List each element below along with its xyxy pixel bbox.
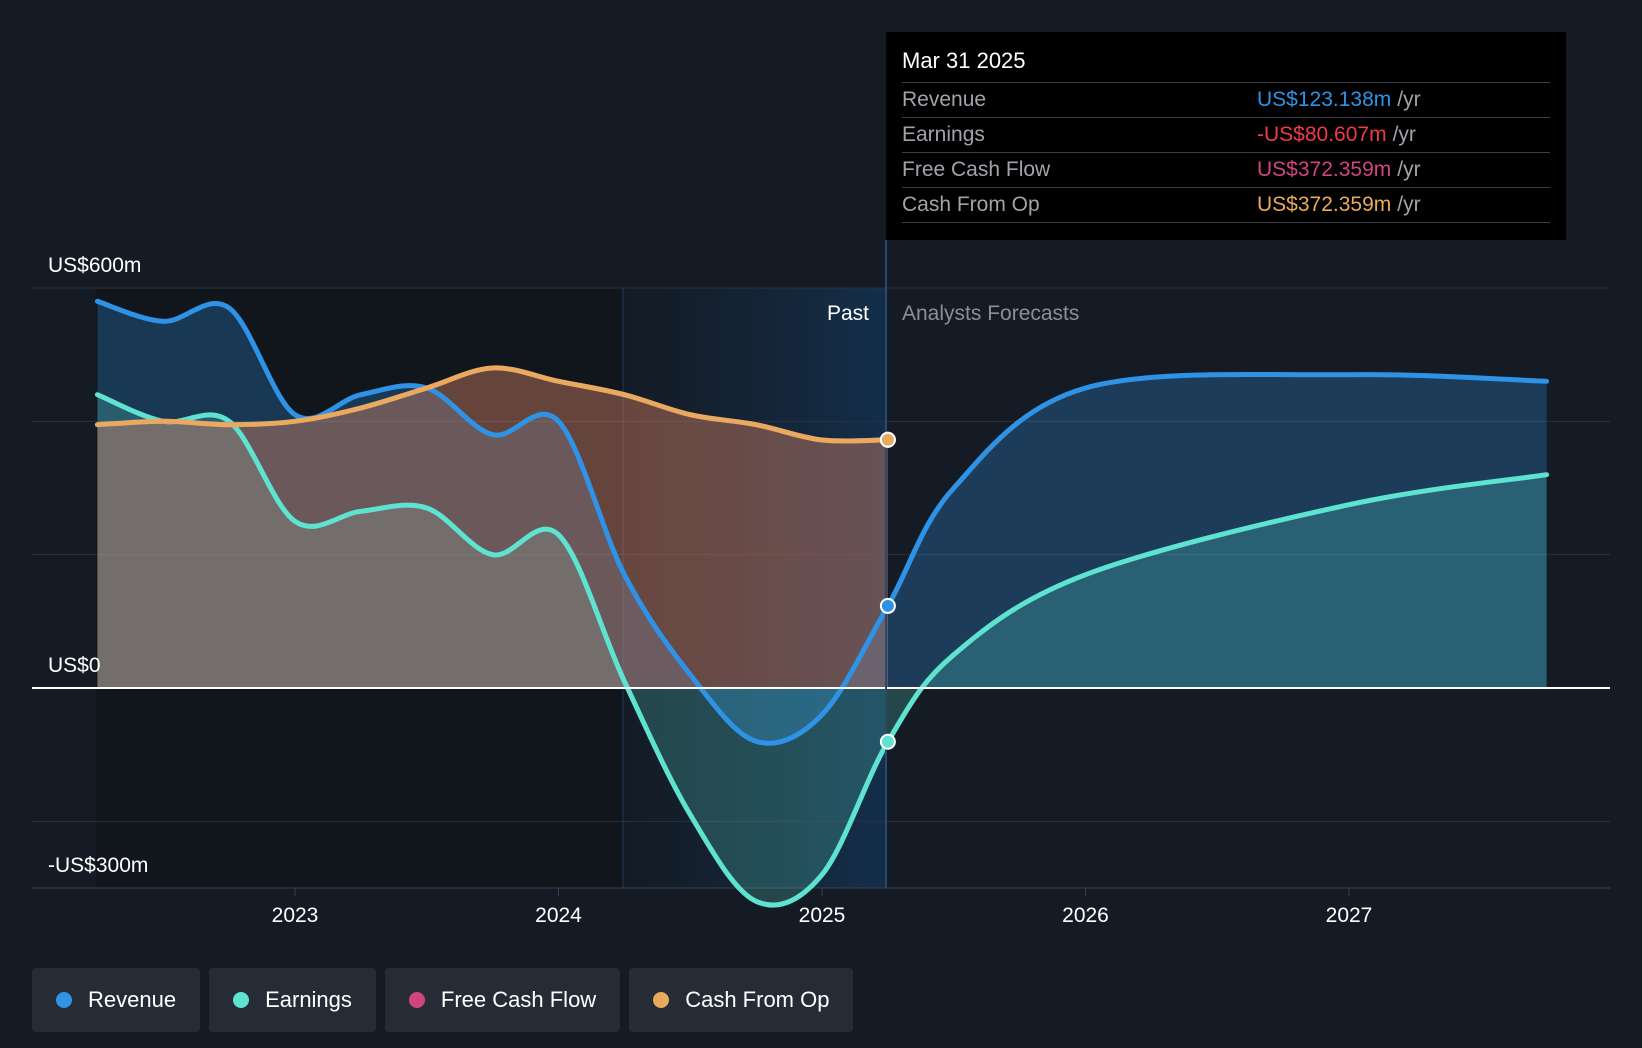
x-tick-label-2027: 2027: [1326, 904, 1373, 927]
x-axis-ticks: 2023 2024 2025 2026 2027: [272, 888, 1373, 927]
x-tick-label-2025: 2025: [799, 904, 846, 927]
legend-dot-icon: [56, 992, 72, 1008]
past-label: Past: [827, 302, 869, 325]
free-cash-flow-area: [97, 367, 888, 688]
revenue-marker: [879, 597, 896, 614]
tooltip-rows: Revenue US$123.138m/yr Earnings -US$80.607m…: [902, 82, 1550, 223]
legend-dot-icon: [653, 992, 670, 1008]
tooltip-unit: /yr: [1397, 158, 1421, 181]
forecast-label: Analysts Forecasts: [902, 302, 1079, 325]
cash-from-op-marker: [879, 431, 896, 448]
y-label-zero: US$0: [48, 654, 101, 677]
tooltip-value: -US$80.607m: [1257, 123, 1387, 146]
tooltip-value: US$372.359m: [1257, 158, 1392, 181]
tooltip-value: US$123.138m: [1257, 88, 1392, 111]
tooltip-date: Mar 31 2025: [902, 48, 1026, 73]
current-value-markers: [879, 431, 896, 750]
legend-label: Free Cash Flow: [440, 987, 597, 1012]
tooltip-row: Free Cash Flow US$372.359m/yr: [902, 152, 1550, 187]
tooltip-label: Free Cash Flow: [902, 158, 1051, 181]
data-tooltip: Mar 31 2025 Revenue US$123.138m/yr Earning…: [886, 32, 1566, 240]
tooltip-label: Cash From Op: [902, 193, 1040, 216]
earnings-area: [97, 394, 1547, 906]
x-tick-label-2024: 2024: [535, 904, 582, 927]
tooltip-row: Revenue US$123.138m/yr: [902, 82, 1550, 117]
legend-label: Earnings: [265, 987, 352, 1012]
tooltip-label: Earnings: [902, 123, 985, 146]
tooltip-unit: /yr: [1397, 193, 1421, 216]
y-label-top: US$600m: [48, 254, 141, 277]
tooltip-unit: /yr: [1397, 88, 1421, 111]
legend-item-free-cash-flow[interactable]: Free Cash Flow: [384, 968, 621, 1032]
tooltip-unit: /yr: [1392, 123, 1416, 146]
earnings-marker: [879, 733, 896, 750]
legend-dot-icon: [408, 992, 425, 1008]
cash-from-op-line: [94, 365, 891, 444]
cash-from-op-area: [97, 367, 888, 688]
tooltip-row: Earnings -US$80.607m/yr: [902, 117, 1550, 152]
legend-item-earnings[interactable]: Earnings: [209, 968, 376, 1032]
legend-item-revenue[interactable]: Revenue: [32, 968, 201, 1032]
tooltip-row: Cash From Op US$372.359m/yr: [902, 187, 1550, 223]
legend-label: Revenue: [88, 987, 177, 1012]
legend-item-cash-from-op[interactable]: Cash From Op: [629, 968, 854, 1032]
x-tick-label-2023: 2023: [272, 904, 319, 927]
tooltip-value: US$372.359m: [1257, 193, 1392, 216]
revenue-line: [94, 298, 1550, 746]
y-label-bottom: -US$300m: [48, 854, 148, 877]
legend-label: Cash From Op: [685, 987, 830, 1012]
earnings-line: [94, 392, 1550, 908]
legend-dot-icon: [233, 992, 250, 1008]
legend: Revenue Earnings Free Cash Flow Cash From O…: [32, 968, 854, 1032]
tooltip-label: Revenue: [902, 88, 987, 111]
series-lines: [94, 298, 1550, 908]
past-highlight-band: [623, 288, 886, 888]
x-tick-label-2026: 2026: [1062, 904, 1109, 927]
